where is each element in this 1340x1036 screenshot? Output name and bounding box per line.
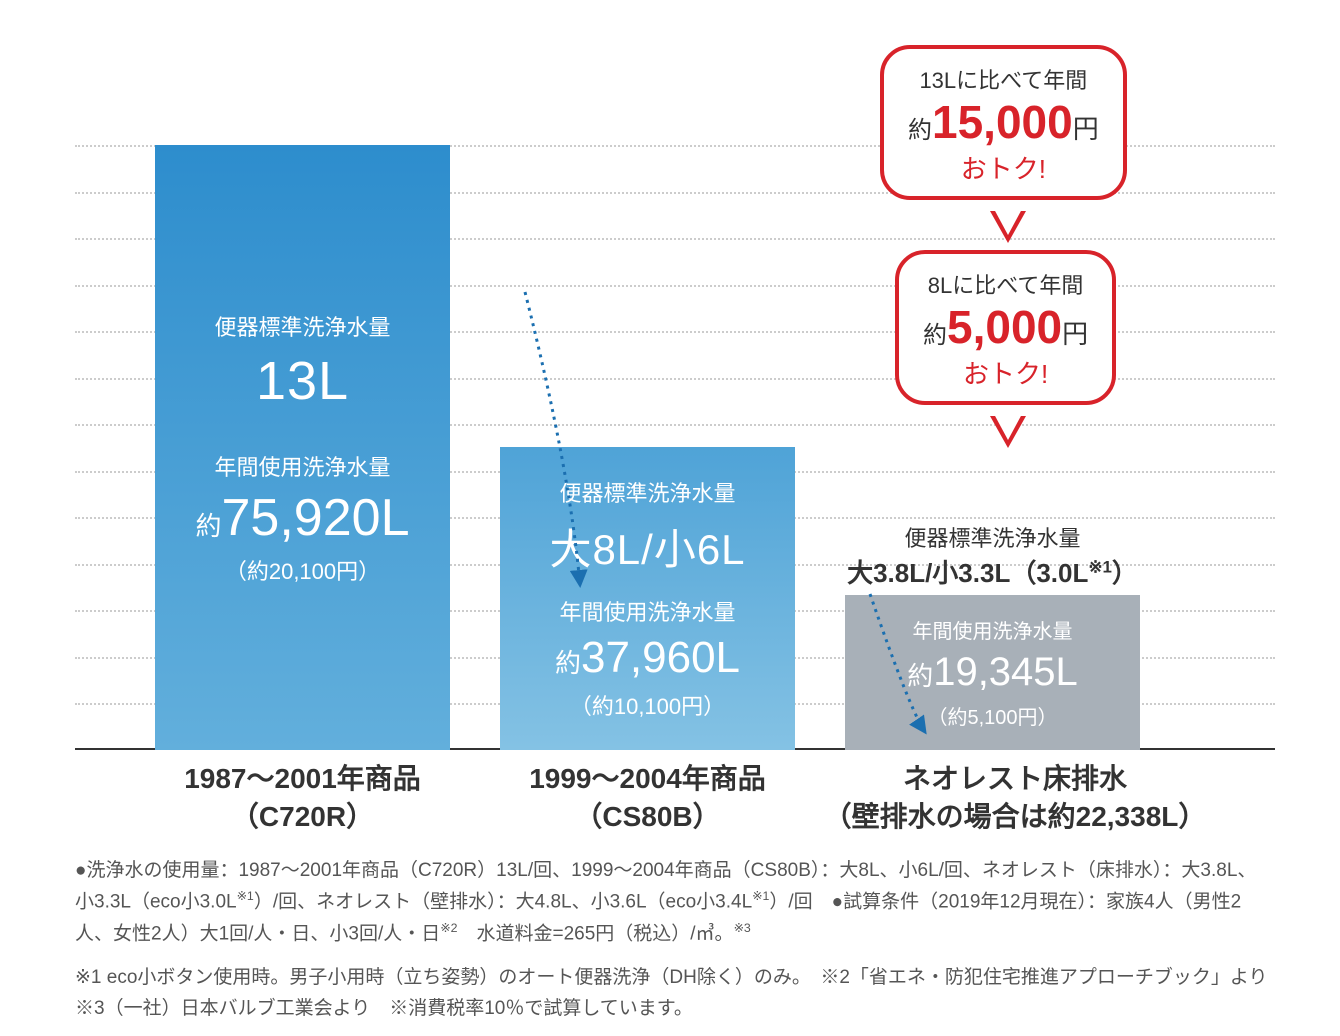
xlabel-1: 1987～2001年商品 （C720R） bbox=[135, 760, 470, 836]
footnote-conditions: ●洗浄水の使用量：1987～2001年商品（C720R）13L/回、1999～2… bbox=[75, 855, 1275, 950]
bar3-ann-label: 年間使用洗浄水量 bbox=[913, 615, 1073, 644]
callout2-line3: おトク! bbox=[923, 354, 1088, 391]
callout-5000: 8Lに比べて年間 約 5,000 円 おトク! bbox=[895, 250, 1116, 405]
bar2-std-value: 大8L/小6L bbox=[549, 516, 745, 577]
bar1-std-label: 便器標準洗浄水量 bbox=[214, 310, 390, 342]
bar3-ann-prefix: 約 bbox=[907, 656, 933, 693]
bar1-std-value: 13L bbox=[256, 350, 349, 412]
bar-1999-2004: 便器標準洗浄水量 大8L/小6L 年間使用洗浄水量 約 37,960L （約10… bbox=[500, 447, 795, 750]
callout1-prefix: 約 bbox=[908, 110, 932, 145]
footnote-references: ※1 eco小ボタン使用時。男子小用時（立ち姿勢）のオート便器洗浄（DH除く）の… bbox=[75, 962, 1275, 1025]
callout2-value: 5,000 bbox=[947, 300, 1062, 354]
bar1-ann-cost: （約20,100円） bbox=[225, 554, 380, 586]
bar-neorest: 年間使用洗浄水量 約 19,345L （約5,100円） bbox=[845, 595, 1140, 750]
bar3-std-label: 便器標準洗浄水量 bbox=[845, 521, 1140, 553]
callout1-line1: 13Lに比べて年間 bbox=[908, 63, 1099, 95]
bar2-ann-label: 年間使用洗浄水量 bbox=[559, 595, 735, 627]
bar3-ann-value: 19,345L bbox=[933, 650, 1078, 695]
callout1-value: 15,000 bbox=[932, 95, 1073, 149]
footnotes: ●洗浄水の使用量：1987～2001年商品（C720R）13L/回、1999～2… bbox=[75, 855, 1275, 1036]
callout2-line1: 8Lに比べて年間 bbox=[923, 268, 1088, 300]
callout2-prefix: 約 bbox=[923, 315, 947, 350]
callout2-tail-fill bbox=[994, 414, 1022, 440]
bar3-std-value: 大3.8L/小3.3L（3.0L※1） bbox=[845, 553, 1140, 590]
xlabel-3: ネオレスト床排水 （壁排水の場合は約22,338L） bbox=[795, 760, 1235, 836]
bar3-ann-cost: （約5,100円） bbox=[927, 701, 1057, 730]
callout2-suffix: 円 bbox=[1062, 314, 1088, 351]
callout1-tail-fill bbox=[994, 209, 1022, 235]
bar1-ann-value: 75,920L bbox=[222, 488, 410, 548]
callout-15000: 13Lに比べて年間 約 15,000 円 おトク! bbox=[880, 45, 1127, 200]
bar3-top-labels: 便器標準洗浄水量 大3.8L/小3.3L（3.0L※1） bbox=[845, 521, 1140, 590]
xlabel-2: 1999～2004年商品 （CS80B） bbox=[480, 760, 815, 836]
bar2-ann-prefix: 約 bbox=[555, 643, 581, 680]
bar2-ann-value: 37,960L bbox=[581, 633, 740, 683]
bar-1987-2001: 便器標準洗浄水量 13L 年間使用洗浄水量 約 75,920L （約20,100… bbox=[155, 145, 450, 750]
callout1-line3: おトク! bbox=[908, 149, 1099, 186]
bar1-ann-label: 年間使用洗浄水量 bbox=[214, 450, 390, 482]
callout1-suffix: 円 bbox=[1073, 109, 1099, 146]
bar2-ann-cost: （約10,100円） bbox=[570, 689, 725, 721]
chart-plot-area: 便器標準洗浄水量 13L 年間使用洗浄水量 約 75,920L （約20,100… bbox=[75, 145, 1275, 750]
bar1-ann-prefix: 約 bbox=[196, 506, 222, 543]
bar2-std-label: 便器標準洗浄水量 bbox=[559, 476, 735, 508]
